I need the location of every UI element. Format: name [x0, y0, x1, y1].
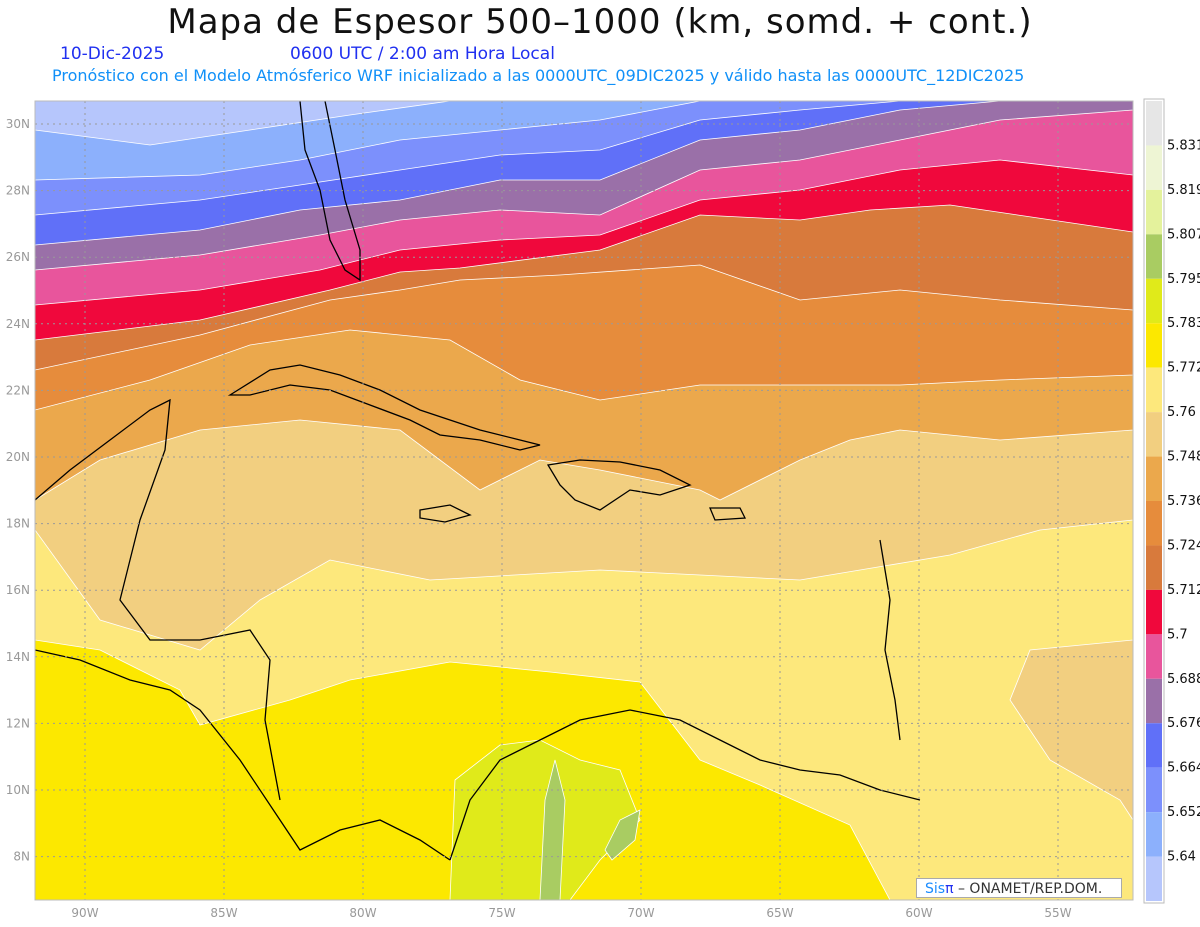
- latitude-label: 16N: [6, 583, 30, 597]
- latitude-label: 28N: [6, 184, 30, 198]
- credit-text: – ONAMET/REP.DOM.: [957, 881, 1103, 897]
- colorbar-label: 5.712: [1167, 583, 1200, 598]
- colorbar-label: 5.831: [1167, 138, 1200, 153]
- latitude-label: 18N: [6, 517, 30, 531]
- colorbar-swatch: [1146, 634, 1162, 679]
- thickness-band-10: [35, 101, 1133, 146]
- colorbar-swatch: [1146, 456, 1162, 501]
- latitude-label: 24N: [6, 317, 30, 331]
- colorbar-label: 5.652: [1167, 805, 1200, 820]
- credit-brand-sis: Sis: [925, 881, 946, 897]
- forecast-date: 10-Dic-2025: [60, 44, 165, 64]
- colorbar-swatch: [1146, 856, 1162, 901]
- colorbar-label: 5.7: [1167, 627, 1188, 642]
- latitude-label: 20N: [6, 450, 30, 464]
- colorbar-swatch: [1146, 145, 1162, 190]
- colorbar-swatch: [1146, 589, 1162, 635]
- longitude-label: 90W: [71, 906, 98, 920]
- model-description: Pronóstico con el Modelo Atmósferico WRF…: [52, 66, 1025, 85]
- colorbar-swatch: [1146, 323, 1162, 368]
- colorbar-swatch: [1146, 767, 1162, 813]
- longitude-label: 55W: [1044, 906, 1071, 920]
- colorbar-label: 5.676: [1167, 716, 1200, 731]
- latitude-label: 26N: [6, 250, 30, 264]
- colorbar-label: 5.783: [1167, 316, 1200, 331]
- map-frame: [34, 100, 1134, 901]
- colorbar-swatch: [1146, 367, 1162, 413]
- latitude-label: 10N: [6, 783, 30, 797]
- longitude-label: 65W: [766, 906, 793, 920]
- credit-brand-pi: π: [945, 881, 954, 897]
- forecast-time: 0600 UTC / 2:00 am Hora Local: [290, 44, 555, 64]
- latitude-label: 22N: [6, 383, 30, 397]
- colorbar-swatch: [1146, 412, 1162, 457]
- colorbar-label: 5.76: [1167, 405, 1196, 420]
- latitude-label: 14N: [6, 650, 30, 664]
- colorbar-swatch: [1146, 101, 1162, 146]
- longitude-label: 80W: [349, 906, 376, 920]
- colorbar-label: 5.772: [1167, 361, 1200, 376]
- colorbar-swatch: [1146, 234, 1162, 279]
- colorbar-label: 5.819: [1167, 183, 1200, 198]
- colorbar-label: 5.736: [1167, 494, 1200, 509]
- longitude-label: 70W: [627, 906, 654, 920]
- colorbar: 5.831 5.819 5.807 5.795 5.783 5.772 5.76 5.748 5…: [1143, 98, 1200, 904]
- colorbar-swatch: [1146, 278, 1162, 324]
- band-5.772-5.783: [35, 639, 891, 900]
- colorbar-swatch: [1146, 189, 1162, 235]
- latitude-label: 30N: [6, 117, 30, 131]
- colorbar-swatch: [1146, 678, 1162, 724]
- colorbar-swatch: [1146, 723, 1162, 768]
- latitude-label: 8N: [13, 850, 30, 864]
- colorbar-label: 5.64: [1167, 850, 1196, 865]
- longitude-label: 60W: [905, 906, 932, 920]
- band-5.795-5.807-b: [604, 809, 641, 861]
- band-5.748-5.76-east: [1009, 639, 1133, 821]
- colorbar-swatch: [1146, 501, 1162, 546]
- colorbar-label: 5.688: [1167, 672, 1200, 687]
- band-5.795-5.807: [539, 759, 566, 900]
- colorbar-swatch: [1146, 545, 1162, 590]
- colorbar-swatch: [1146, 812, 1162, 857]
- map-title: Mapa de Espesor 500–1000 (km, somd. + co…: [167, 2, 1033, 42]
- colorbar-label: 5.748: [1167, 450, 1200, 465]
- latitude-label: 12N: [6, 716, 30, 730]
- colorbar-label: 5.807: [1167, 227, 1200, 242]
- graticule: [34, 100, 1134, 901]
- thickness-bands: [35, 101, 1133, 900]
- longitude-label: 85W: [210, 906, 237, 920]
- credit-box: Sisπ – ONAMET/REP.DOM.: [916, 878, 1122, 898]
- colorbar-label: 5.664: [1167, 761, 1200, 776]
- colorbar-label: 5.724: [1167, 538, 1200, 553]
- colorbar-label: 5.795: [1167, 272, 1200, 287]
- longitude-label: 75W: [488, 906, 515, 920]
